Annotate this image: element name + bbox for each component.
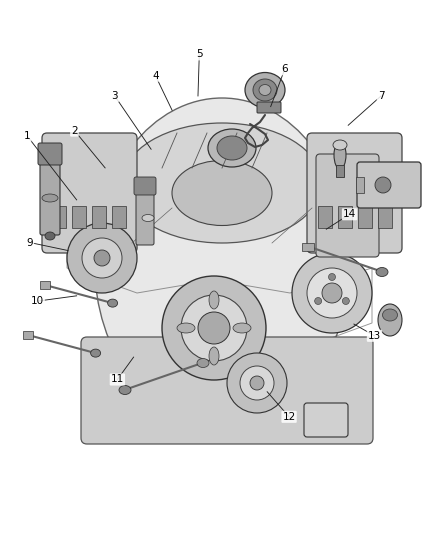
Ellipse shape [119, 385, 131, 394]
Circle shape [67, 223, 137, 293]
Ellipse shape [45, 232, 55, 240]
Circle shape [82, 238, 122, 278]
FancyBboxPatch shape [40, 161, 60, 235]
Text: 6: 6 [281, 64, 288, 74]
Text: 11: 11 [111, 375, 124, 384]
Ellipse shape [259, 85, 271, 95]
Ellipse shape [208, 129, 256, 167]
Ellipse shape [95, 98, 350, 428]
Circle shape [343, 297, 350, 304]
FancyBboxPatch shape [38, 143, 62, 165]
FancyBboxPatch shape [136, 191, 154, 245]
Ellipse shape [333, 140, 347, 150]
Ellipse shape [197, 359, 209, 367]
FancyBboxPatch shape [81, 337, 373, 444]
Text: 3: 3 [111, 91, 118, 101]
Circle shape [227, 353, 287, 413]
Circle shape [307, 268, 357, 318]
Bar [378, 206, 392, 228]
Text: 5: 5 [196, 50, 203, 59]
Ellipse shape [42, 194, 58, 202]
FancyBboxPatch shape [307, 133, 402, 253]
Ellipse shape [209, 291, 219, 309]
Ellipse shape [378, 304, 402, 336]
Bar [356, 177, 364, 193]
Ellipse shape [245, 72, 285, 108]
Ellipse shape [177, 323, 195, 333]
Bar [92, 206, 106, 228]
Bar [112, 206, 126, 228]
Circle shape [162, 276, 266, 380]
Text: 10: 10 [31, 296, 44, 306]
Ellipse shape [172, 160, 272, 225]
Text: 1: 1 [24, 131, 31, 141]
Text: 12: 12 [283, 412, 296, 422]
Circle shape [240, 366, 274, 400]
Ellipse shape [209, 347, 219, 365]
Text: 14: 14 [343, 209, 356, 219]
Bar [318, 206, 332, 228]
Ellipse shape [108, 299, 118, 307]
Circle shape [375, 177, 391, 193]
Bar [358, 206, 372, 228]
FancyBboxPatch shape [257, 102, 281, 113]
Ellipse shape [376, 268, 388, 277]
Text: 4: 4 [152, 71, 159, 80]
Circle shape [328, 273, 336, 280]
Circle shape [181, 295, 247, 361]
Ellipse shape [382, 309, 398, 321]
Ellipse shape [142, 214, 154, 222]
Text: 13: 13 [368, 331, 381, 341]
Circle shape [198, 312, 230, 344]
Circle shape [292, 253, 372, 333]
Ellipse shape [91, 349, 101, 357]
Ellipse shape [122, 123, 322, 243]
Bar [72, 206, 86, 228]
Bar [302, 243, 314, 251]
FancyBboxPatch shape [357, 162, 421, 208]
Bar [336, 165, 344, 177]
Ellipse shape [233, 323, 251, 333]
Ellipse shape [253, 79, 277, 101]
Circle shape [94, 250, 110, 266]
Bar [40, 281, 50, 289]
FancyBboxPatch shape [304, 403, 348, 437]
Text: 7: 7 [378, 91, 385, 101]
Circle shape [250, 376, 264, 390]
FancyBboxPatch shape [134, 177, 156, 195]
FancyBboxPatch shape [316, 154, 379, 257]
Bar [23, 331, 33, 339]
FancyBboxPatch shape [42, 133, 137, 253]
Ellipse shape [334, 141, 346, 169]
Circle shape [314, 297, 321, 304]
Bar [52, 206, 66, 228]
Text: 2: 2 [71, 126, 78, 135]
Circle shape [322, 283, 342, 303]
Text: 9: 9 [26, 238, 33, 247]
Ellipse shape [217, 136, 247, 160]
Bar [338, 206, 352, 228]
